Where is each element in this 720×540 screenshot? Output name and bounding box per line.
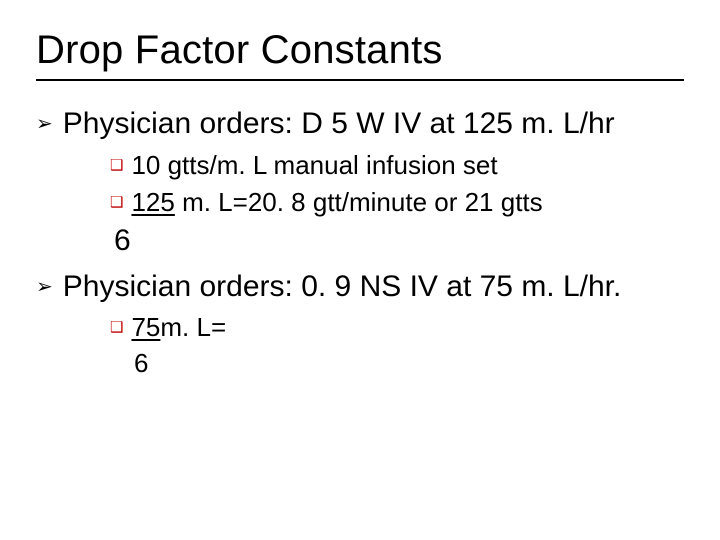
sub-item-2a: ❑ 75m. L= xyxy=(110,311,684,345)
fraction-numerator: 75 xyxy=(131,312,160,342)
sub-item-1b-rest: m. L=20. 8 gtt/minute or 21 gtts xyxy=(175,187,543,217)
title-underline xyxy=(36,79,684,81)
chevron-right-icon: ➢ xyxy=(36,112,53,137)
slide: Drop Factor Constants ➢ Physician orders… xyxy=(0,0,720,540)
square-bullet-icon: ❑ xyxy=(110,156,123,176)
chevron-right-icon: ➢ xyxy=(36,275,53,300)
sub-item-1b-text: 125 m. L=20. 8 gtt/minute or 21 gtts xyxy=(131,186,542,220)
sub-item-2a-text: 75m. L= xyxy=(131,311,226,345)
sub-item-1b: ❑ 125 m. L=20. 8 gtt/minute or 21 gtts xyxy=(110,186,684,220)
bullet-item-2-text: Physician orders: 0. 9 NS IV at 75 m. L/… xyxy=(63,268,622,306)
sub-item-1a-text: 10 gtts/m. L manual infusion set xyxy=(131,149,497,183)
square-bullet-icon: ❑ xyxy=(110,193,123,213)
bullet-item-1-text: Physician orders: D 5 W IV at 125 m. L/h… xyxy=(63,105,615,143)
bullet-item-2: ➢ Physician orders: 0. 9 NS IV at 75 m. … xyxy=(36,268,684,306)
sub-item-2a-rest: m. L= xyxy=(160,312,226,342)
fraction-numerator: 125 xyxy=(131,187,174,217)
sub-item-1a: ❑ 10 gtts/m. L manual infusion set xyxy=(110,149,684,183)
slide-title: Drop Factor Constants xyxy=(36,28,684,73)
fraction-denominator-1: 6 xyxy=(114,222,684,260)
square-bullet-icon: ❑ xyxy=(110,318,123,338)
bullet-item-1: ➢ Physician orders: D 5 W IV at 125 m. L… xyxy=(36,105,684,143)
fraction-denominator-2: 6 xyxy=(134,347,684,381)
